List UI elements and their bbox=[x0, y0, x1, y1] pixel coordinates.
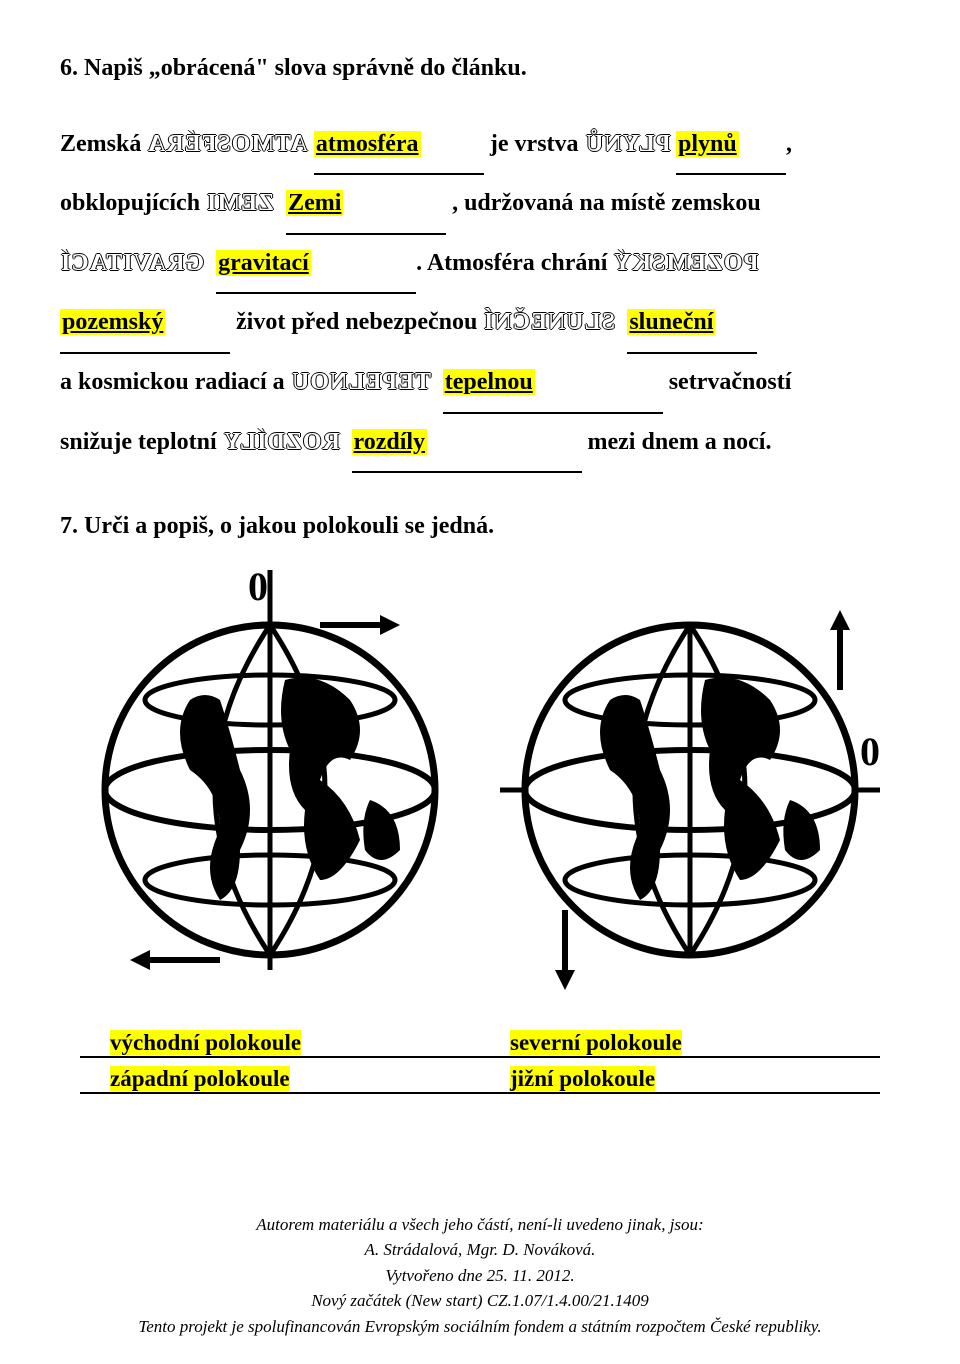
mirror-rozdily: ROZDÍLY bbox=[223, 414, 340, 472]
svg-text:0: 0 bbox=[248, 564, 268, 609]
q7-title: 7. Urči a popiš, o jakou polokouli se je… bbox=[60, 513, 900, 540]
q6-line3: GRAVITACÍ gravitací . Atmosféra chrání PO… bbox=[60, 235, 900, 295]
q6-line6: snižuje teplotní ROZDÍLY rozdíly mezi dn… bbox=[60, 414, 900, 474]
footer-l5: Tento projekt je spolufinancován Evropsk… bbox=[0, 1314, 960, 1340]
text: a kosmickou radiací a bbox=[60, 369, 291, 395]
text: , bbox=[786, 131, 792, 157]
text: . Atmosféra chrání bbox=[416, 250, 613, 276]
text: setrvačností bbox=[669, 369, 792, 395]
q6-line2: obklopujících ZEMI Zemi , udržovaná na m… bbox=[60, 175, 900, 235]
ans-atmosfera: atmosféra bbox=[314, 131, 421, 157]
ans-rozdily: rozdíly bbox=[352, 429, 428, 455]
mirror-pozemsky: POZEMSKÝ bbox=[613, 235, 758, 293]
ans-right-top: severní polokoule bbox=[480, 1030, 880, 1058]
q6-line4: pozemský život před nebezpečnou SLUNEČNÍ… bbox=[60, 294, 900, 354]
footer-l2: A. Strádalová, Mgr. D. Nováková. bbox=[0, 1237, 960, 1263]
ans-slunecni: sluneční bbox=[627, 309, 715, 335]
text: mezi dnem a nocí. bbox=[588, 429, 772, 455]
text: je vrstva bbox=[490, 131, 585, 157]
globes-row: 0 bbox=[60, 550, 900, 990]
ans-right-bot: jižní polokoule bbox=[480, 1066, 880, 1094]
ans-zemi: Zemi bbox=[286, 190, 343, 216]
svg-text:0: 0 bbox=[860, 729, 880, 774]
ans-left-top: východní polokoule bbox=[80, 1030, 480, 1058]
text: Zemská bbox=[60, 131, 147, 157]
mirror-zemi: ZEMI bbox=[206, 175, 274, 233]
text: snižuje teplotní bbox=[60, 429, 223, 455]
q7-answers: východní polokoule západní polokoule sev… bbox=[60, 1030, 900, 1102]
mirror-tepelnou: TEPELNOU bbox=[291, 354, 431, 412]
footer-l1: Autorem materiálu a všech jeho částí, ne… bbox=[0, 1212, 960, 1238]
text: obklopujících bbox=[60, 190, 206, 216]
globe-left: 0 bbox=[70, 550, 470, 990]
mirror-plynu: PLYNŮ bbox=[585, 116, 670, 174]
footer-l4: Nový začátek (New start) CZ.1.07/1.4.00/… bbox=[0, 1288, 960, 1314]
footer: Autorem materiálu a všech jeho částí, ne… bbox=[0, 1212, 960, 1340]
mirror-gravitaci: GRAVITACÍ bbox=[60, 235, 204, 293]
globe-right: 0 bbox=[490, 550, 890, 990]
ans-tepelnou: tepelnou bbox=[443, 369, 535, 395]
footer-l3: Vytvořeno dne 25. 11. 2012. bbox=[0, 1263, 960, 1289]
text: život před nebezpečnou bbox=[236, 309, 483, 335]
text: , udržovaná na místě zemskou bbox=[452, 190, 761, 216]
q6-line1: Zemská ATMOSFÉRA atmosféra je vrstva PLY… bbox=[60, 116, 900, 176]
ans-left-bot: západní polokoule bbox=[80, 1066, 480, 1094]
q6-title: 6. Napiš „obrácená" slova správně do člá… bbox=[60, 40, 900, 98]
mirror-atmosfera: ATMOSFÉRA bbox=[147, 116, 308, 174]
ans-gravitaci: gravitací bbox=[216, 250, 311, 276]
ans-pozemsky: pozemský bbox=[60, 309, 165, 335]
q6-line5: a kosmickou radiací a TEPELNOU tepelnou … bbox=[60, 354, 900, 414]
ans-plynu: plynů bbox=[676, 131, 739, 157]
mirror-slunecni: SLUNEČNÍ bbox=[483, 294, 615, 352]
